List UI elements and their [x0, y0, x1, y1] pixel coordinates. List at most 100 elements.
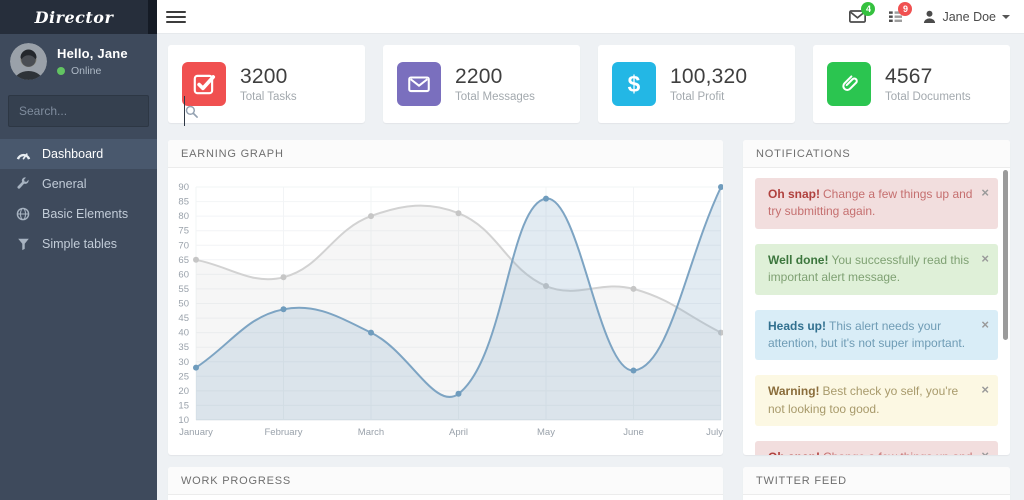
alert-text: Change a few things up and try submittin…: [768, 450, 972, 455]
bottom-row: WORK PROGRESS TWITTER FEED: [168, 467, 1010, 500]
dollar-icon: $: [612, 62, 656, 106]
close-icon[interactable]: ×: [981, 316, 989, 332]
svg-text:25: 25: [178, 371, 189, 382]
sidebar-item-dashboard[interactable]: Dashboard: [0, 139, 157, 169]
notifications-title: NOTIFICATIONS: [743, 140, 1010, 168]
stats-row: 3200 Total Tasks 2200 Total Messages $100,32…: [168, 45, 1010, 123]
svg-text:35: 35: [178, 342, 189, 353]
online-status: Online: [57, 65, 128, 77]
sidebar-item-basic-elements[interactable]: Basic Elements: [0, 199, 157, 229]
user-menu[interactable]: Jane Doe: [923, 10, 1010, 24]
stat-value: 2200: [455, 65, 503, 88]
globe-icon: [15, 207, 31, 221]
sidebar-item-general[interactable]: General: [0, 169, 157, 199]
svg-text:60: 60: [178, 269, 189, 280]
stat-label: Total Tasks: [240, 91, 297, 103]
wrench-icon: [15, 177, 31, 191]
online-status-dot-icon: [57, 67, 65, 75]
twitter-feed-body: [743, 495, 1010, 500]
earning-graph-title: EARNING GRAPH: [168, 140, 723, 168]
svg-text:45: 45: [178, 313, 189, 324]
alert-lead: Heads up!: [768, 318, 827, 333]
svg-text:55: 55: [178, 284, 189, 295]
middle-row: EARNING GRAPH 10 15 20 25 30 35 40 45 50 55 60 65 70…: [168, 140, 1010, 455]
stat-label: Total Documents: [885, 91, 971, 103]
close-icon[interactable]: ×: [981, 185, 989, 200]
sidebar-profile: Hello, Jane Online: [0, 34, 157, 90]
svg-text:February: February: [264, 427, 302, 438]
svg-text:65: 65: [178, 255, 189, 266]
alert-lead: Oh snap!: [768, 187, 821, 201]
svg-text:20: 20: [178, 386, 189, 397]
search-icon: [185, 105, 198, 118]
twitter-feed-title: TWITTER FEED: [743, 467, 1010, 495]
scrollbar-thumb[interactable]: [1003, 170, 1008, 340]
svg-text:July: July: [706, 427, 723, 438]
stat-value: 100,320: [670, 65, 748, 88]
earning-graph-panel: EARNING GRAPH 10 15 20 25 30 35 40 45 50 55 60 65 70…: [168, 140, 723, 455]
tasks-button[interactable]: 9: [888, 2, 913, 23]
work-progress-body: [168, 495, 723, 500]
notifications-panel: NOTIFICATIONS × Oh snap! Change a few thin…: [743, 140, 1010, 455]
svg-text:85: 85: [178, 197, 189, 208]
alert-warning: × Warning! Best check yo self, you're not …: [755, 375, 998, 427]
svg-text:April: April: [449, 427, 468, 438]
envelope-icon: [397, 62, 441, 106]
close-icon[interactable]: ×: [981, 250, 989, 266]
svg-text:June: June: [623, 427, 644, 438]
sidebar-item-simple-tables[interactable]: Simple tables: [0, 229, 157, 259]
twitter-feed-panel: TWITTER FEED: [743, 467, 1010, 500]
stat-card-total-profit: $100,320 Total Profit: [598, 45, 795, 123]
alert-info: × Heads up! This alert needs your attentio…: [755, 309, 998, 361]
alert-text: Change a few things up and try submittin…: [768, 187, 973, 219]
tasks-badge: 9: [898, 2, 913, 16]
alert-text: Best check yo self, you're not looking t…: [768, 384, 959, 416]
svg-text:90: 90: [178, 182, 189, 193]
sidebar: Director Hello, Jane: [0, 0, 198, 500]
alert-lead: Well done!: [768, 252, 829, 267]
messages-badge: 4: [861, 2, 876, 16]
menu-toggle-button[interactable]: [166, 5, 186, 29]
sidebar-item-label: Simple tables: [42, 237, 118, 251]
svg-text:May: May: [537, 427, 555, 438]
sidebar-search: [8, 95, 198, 127]
sidebar-item-label: Basic Elements: [42, 207, 129, 221]
work-progress-panel: WORK PROGRESS: [168, 467, 723, 500]
online-status-label: Online: [71, 65, 102, 77]
topbar-right: 4 9 Jane Doe: [827, 2, 1010, 24]
work-progress-title: WORK PROGRESS: [168, 467, 723, 495]
filter-icon: [15, 237, 31, 251]
user-name: Jane Doe: [942, 9, 996, 24]
sidebar-item-label: Dashboard: [42, 147, 104, 161]
alert-lead: Warning!: [768, 384, 820, 399]
avatar-image: [10, 43, 47, 80]
avatar[interactable]: [10, 43, 47, 80]
app-logo[interactable]: Director: [0, 0, 157, 34]
svg-text:30: 30: [178, 357, 189, 368]
earning-chart: 10 15 20 25 30 35 40 45 50 55 60 65 70 75 80 85 90 Januar…: [168, 168, 723, 455]
alerts-list: × Oh snap! Change a few things up and try …: [743, 168, 1010, 455]
search-button[interactable]: [184, 96, 198, 126]
messages-button[interactable]: 4: [849, 2, 876, 23]
close-icon[interactable]: ×: [981, 449, 989, 455]
svg-text:10: 10: [178, 415, 189, 426]
greeting: Hello, Jane: [57, 46, 128, 61]
stat-card-total-messages: 2200 Total Messages: [383, 45, 580, 123]
stat-card-total-tasks: 3200 Total Tasks: [168, 45, 365, 123]
close-icon[interactable]: ×: [981, 382, 989, 398]
search-input[interactable]: [9, 96, 184, 126]
earning-line-chart: 10 15 20 25 30 35 40 45 50 55 60 65 70 75 80 85 90 Januar…: [178, 182, 723, 438]
sidebar-item-label: General: [42, 177, 87, 191]
alert-danger: × Oh snap!Change a few things up and try …: [755, 441, 998, 455]
alert-success: × Well done! You successfully read this im…: [755, 243, 998, 295]
alert-text: This alert needs your attention, but it'…: [768, 318, 966, 350]
stat-value: 4567: [885, 65, 933, 88]
stat-value: 3200: [240, 65, 288, 88]
check-square-icon: [182, 62, 226, 106]
svg-text:15: 15: [178, 400, 189, 411]
app-logo-text: Director: [34, 7, 114, 27]
topbar: 4 9 Jane Doe: [157, 0, 1024, 34]
user-icon: [924, 10, 936, 23]
svg-text:80: 80: [178, 211, 189, 222]
